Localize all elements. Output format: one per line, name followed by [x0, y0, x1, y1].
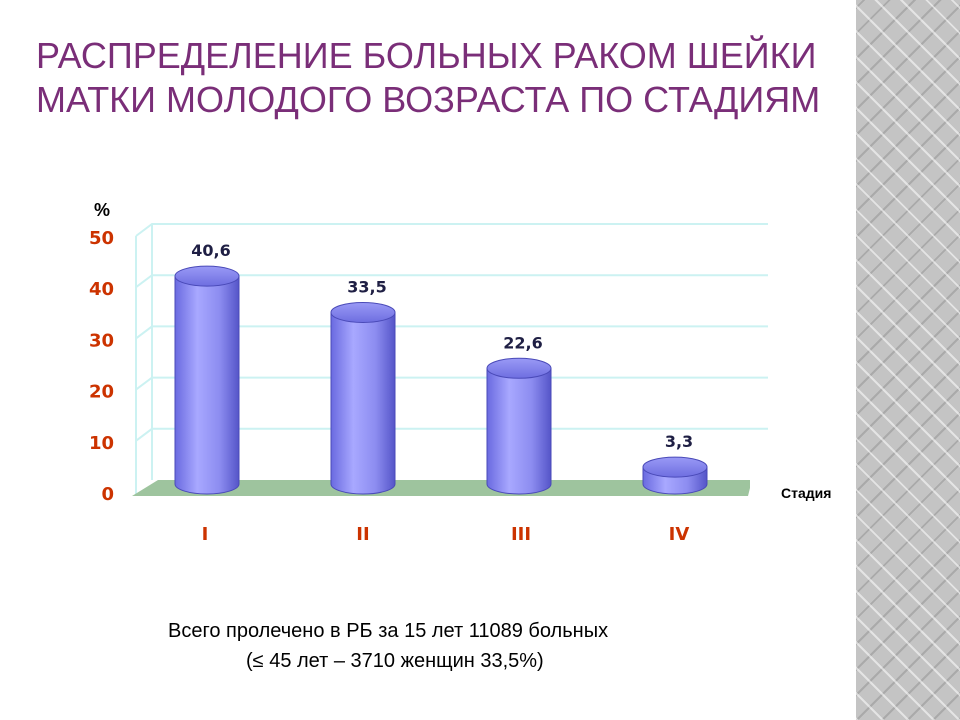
data-label: 22,6: [503, 333, 542, 352]
decorative-pattern-strip: [856, 0, 960, 720]
bar-top: [642, 456, 708, 478]
x-tick-label: III: [511, 524, 531, 545]
data-label: 3,3: [665, 432, 693, 451]
bar-top: [486, 357, 552, 379]
y-tick-label: 10: [89, 433, 114, 454]
y-tick-label: 0: [101, 484, 114, 505]
bar-top: [330, 301, 396, 323]
y-tick-label: 30: [89, 330, 114, 351]
bar: [486, 357, 552, 495]
x-tick-label: II: [356, 524, 369, 545]
bar: [330, 301, 396, 495]
bar: [642, 456, 708, 495]
x-tick-label: I: [202, 524, 209, 545]
bar-body: [330, 311, 396, 495]
y-tick-label: 50: [89, 228, 114, 249]
data-label: 40,6: [191, 241, 230, 260]
y-tick-label: 20: [89, 382, 114, 403]
x-tick-label: IV: [669, 524, 690, 545]
y-tick-label: 40: [89, 279, 114, 300]
footnote-line-2: (≤ 45 лет – 3710 женщин 33,5%): [246, 650, 544, 672]
gridline: [135, 223, 768, 237]
slide-title: Распределение больных раком шейки матки …: [36, 35, 821, 120]
data-label: 33,5: [347, 277, 386, 296]
bar: [174, 265, 240, 495]
footnote-line-1: Всего пролечено в РБ за 15 лет 11089 бол…: [168, 620, 609, 642]
bar-body: [486, 367, 552, 495]
x-axis-title: Стадия: [781, 485, 831, 501]
bar-top: [174, 265, 240, 287]
chart-floor: [132, 480, 750, 496]
y-axis-title: %: [94, 200, 110, 220]
bar-body: [174, 275, 240, 495]
